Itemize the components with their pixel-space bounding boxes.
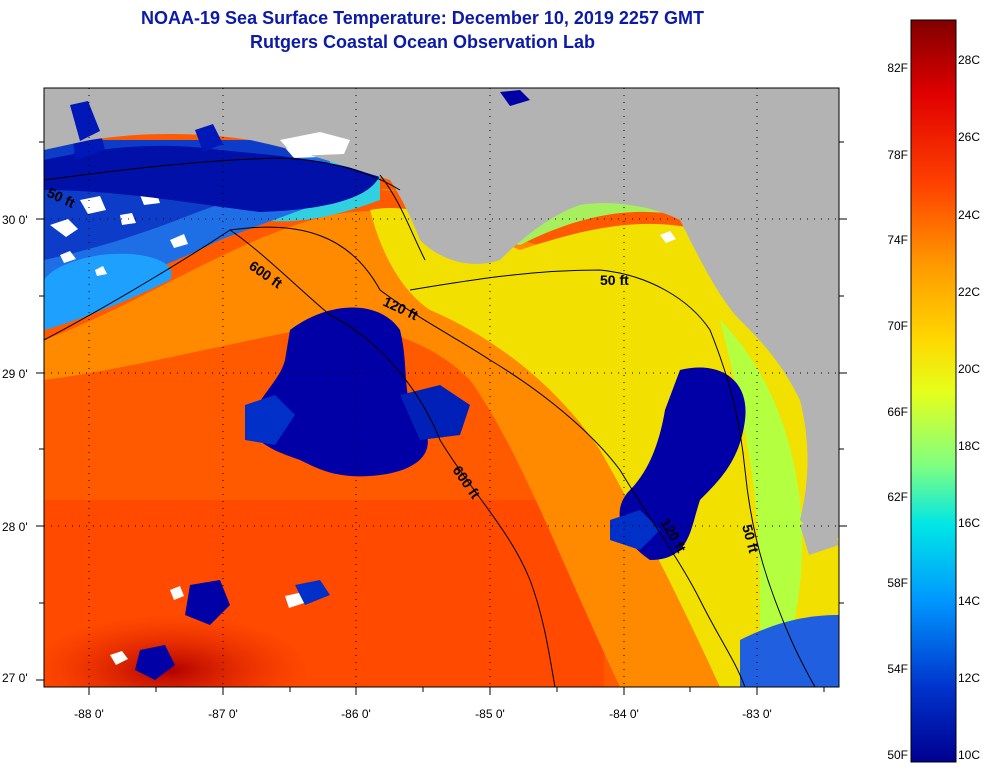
lat-label: 28 0' bbox=[2, 520, 28, 534]
contour-600ft bbox=[44, 229, 556, 687]
colorbar-f-label: 54F bbox=[887, 662, 908, 676]
tick-marks bbox=[36, 141, 847, 695]
colorbar-f-label: 58F bbox=[887, 576, 908, 590]
map-title: NOAA-19 Sea Surface Temperature: Decembe… bbox=[141, 8, 704, 28]
cold-eddy bbox=[250, 307, 428, 477]
contour-50ft-west bbox=[44, 157, 401, 191]
colorbar-c-label: 26C bbox=[958, 130, 981, 144]
colorbar-c-label: 22C bbox=[958, 285, 981, 299]
map-subtitle: Rutgers Coastal Ocean Observation Lab bbox=[249, 32, 596, 52]
lon-label: -85 0' bbox=[475, 707, 505, 721]
lat-label: 29 0' bbox=[2, 367, 28, 381]
lon-label: -87 0' bbox=[208, 707, 238, 721]
contour-50ft-east bbox=[409, 269, 816, 687]
contour-120ft bbox=[229, 226, 746, 687]
colorbar-c-label: 20C bbox=[958, 362, 981, 376]
colorbar-c-label: 28C bbox=[958, 53, 981, 67]
contour-label: 50 ft bbox=[600, 272, 629, 288]
contour-label: 50 ft bbox=[739, 523, 762, 555]
map-frame bbox=[43, 87, 840, 688]
colorbar-f-label: 50F bbox=[887, 748, 908, 762]
colorbar-c-label: 24C bbox=[958, 208, 981, 222]
colorbar-c-label: 14C bbox=[958, 594, 981, 608]
colorbar-f-label: 66F bbox=[887, 405, 908, 419]
colorbar bbox=[910, 19, 957, 763]
lon-label: -86 0' bbox=[341, 707, 371, 721]
lat-label: 27 0' bbox=[2, 671, 28, 685]
colorbar-c-label: 16C bbox=[958, 516, 981, 530]
colorbar-c-label: 18C bbox=[958, 439, 981, 453]
warm-core bbox=[44, 615, 310, 687]
colorbar-f-label: 82F bbox=[887, 61, 908, 75]
sst-raster bbox=[44, 88, 839, 687]
latitude-labels: 30 0' 29 0' 28 0' 27 0' bbox=[2, 213, 28, 685]
depth-contours bbox=[44, 157, 816, 687]
colorbar-c-label: 10C bbox=[958, 748, 981, 762]
se-cold-patch bbox=[619, 367, 746, 560]
longitude-labels: -88 0' -87 0' -86 0' -85 0' -84 0' -83 0… bbox=[74, 707, 772, 721]
lon-label: -84 0' bbox=[609, 707, 639, 721]
colorbar-f-label: 78F bbox=[887, 148, 908, 162]
lon-label: -88 0' bbox=[74, 707, 104, 721]
colorbar-f-label: 74F bbox=[887, 233, 908, 247]
colorbar-c-label: 12C bbox=[958, 671, 981, 685]
lon-label: -83 0' bbox=[742, 707, 772, 721]
colorbar-f-label: 70F bbox=[887, 319, 908, 333]
land-mass bbox=[44, 88, 839, 539]
lat-label: 30 0' bbox=[2, 213, 28, 227]
colorbar-f-label: 62F bbox=[887, 490, 908, 504]
